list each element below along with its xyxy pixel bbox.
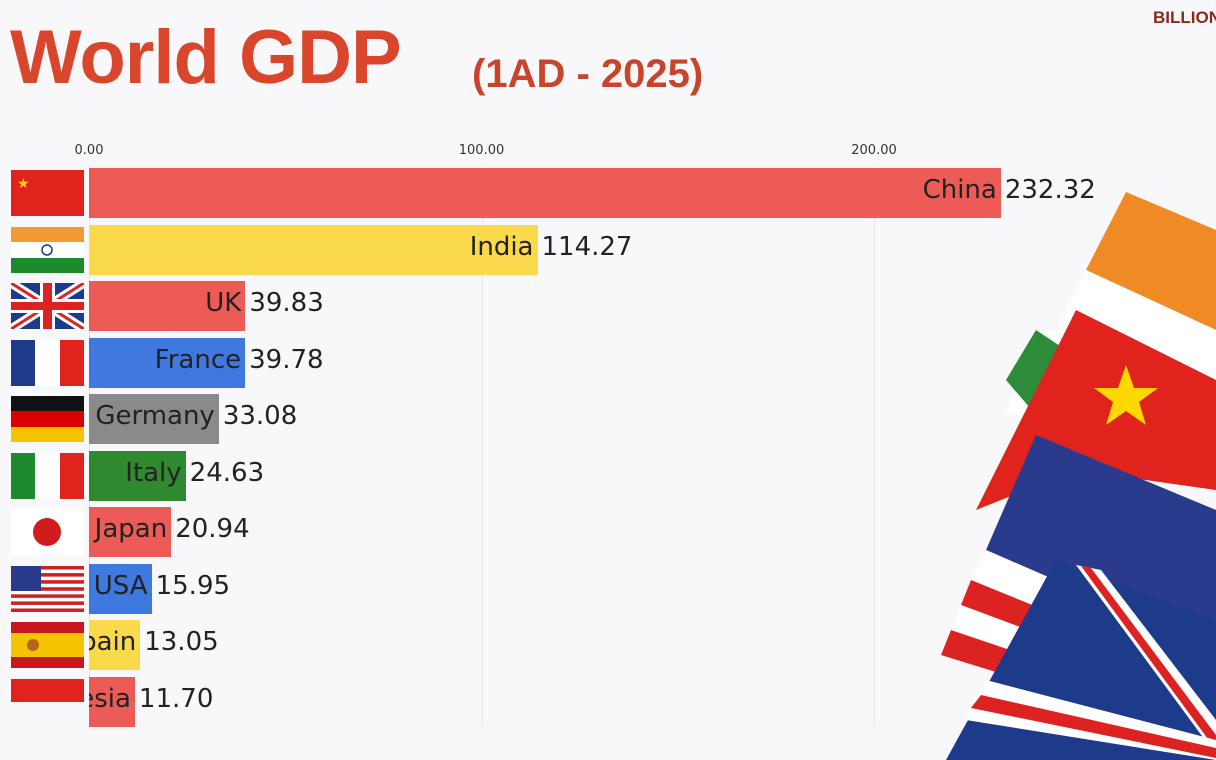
bar-uk: UK <box>89 281 246 331</box>
india-flag-icon <box>11 226 84 273</box>
spain-flag-icon <box>11 622 84 668</box>
value-label: 39.78 <box>249 344 324 375</box>
bar-spain: Spain <box>89 620 141 670</box>
indonesia-flag-icon <box>11 678 84 725</box>
bar-usa: USA <box>89 563 152 614</box>
value-label: 20.94 <box>175 514 250 544</box>
china-flag-icon: ★ <box>11 170 84 216</box>
x-tick-label: 0.00 <box>74 143 104 158</box>
flags-decoration-icon <box>926 180 1216 760</box>
germany-flag-icon <box>11 396 84 442</box>
gridline <box>874 165 875 725</box>
value-label: 11.70 <box>138 683 214 714</box>
gridline <box>481 165 483 725</box>
bar-china: China <box>89 168 1001 218</box>
svg-text:★: ★ <box>17 176 30 192</box>
japan-flag-icon <box>11 509 84 555</box>
value-label: 114.27 <box>541 231 633 262</box>
bar-label: Indonesia <box>89 683 131 714</box>
bar-label: Spain <box>89 627 137 657</box>
usa-flag-icon <box>11 565 84 612</box>
bar-japan: Japan <box>89 507 172 557</box>
value-label: 24.63 <box>189 457 265 488</box>
france-flag-icon <box>11 339 84 386</box>
chart-subtitle: (1AD - 2025) <box>472 52 704 96</box>
x-tick-label: 100.00 <box>458 143 505 158</box>
bar-france: France <box>89 337 246 388</box>
bar-label: USA <box>93 570 148 601</box>
bar-label: India <box>469 231 534 262</box>
bar-italy: Italy <box>89 450 186 501</box>
bar-india: India <box>89 224 538 275</box>
x-tick-label: 200.00 <box>851 143 897 158</box>
value-label: 33.08 <box>222 401 298 431</box>
bar-label: UK <box>205 288 242 318</box>
chart-title: World GDP <box>10 15 402 100</box>
bar-label: France <box>154 344 242 375</box>
value-label: 232.32 <box>1004 175 1096 205</box>
value-label: 15.95 <box>155 570 231 601</box>
value-label: 39.83 <box>249 288 324 318</box>
bar-label: Germany <box>95 401 215 431</box>
value-label: 13.05 <box>144 627 219 657</box>
bar-germany: Germany <box>89 394 219 444</box>
bar-label: Japan <box>94 514 168 544</box>
italy-flag-icon <box>11 452 84 499</box>
bar-label: Italy <box>125 457 182 488</box>
gridline <box>89 165 90 725</box>
bar-indonesia: Indonesia <box>89 676 135 727</box>
uk-flag-icon <box>11 283 84 329</box>
bar-label: China <box>922 175 997 205</box>
unit-label: BILLION <box>1153 8 1216 27</box>
